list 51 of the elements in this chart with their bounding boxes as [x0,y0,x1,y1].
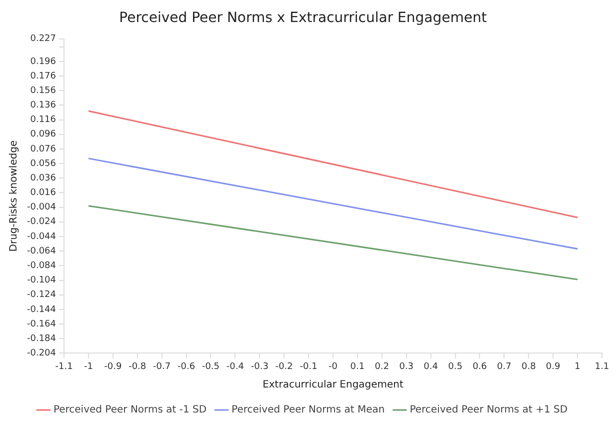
y-tick-label: 0.096 [30,130,56,140]
x-tick-label: -0.4 [226,362,244,372]
y-tick-label: -0.024 [26,217,56,228]
y-tick-label: 0.116 [30,115,56,126]
y-tick-label: 0.016 [30,188,56,198]
y-tick-label: -0.044 [26,232,56,242]
x-tick-label: -0.5 [202,362,220,372]
y-tick-label: 0.196 [30,56,56,67]
y-tick-label: 0.076 [30,144,56,154]
x-tick-label: 0.1 [350,362,365,372]
x-tick-label: 0.3 [399,362,414,372]
legend-label: Perceived Peer Norms at Mean [232,404,385,416]
x-tick-label: 0.2 [374,362,390,372]
legend-label: Perceived Peer Norms at -1 SD [53,404,207,416]
x-tick-label: 0.6 [472,362,488,372]
y-axis-title: Drug-Risks knowledge [8,140,20,252]
y-tick-label: 0.176 [30,71,56,82]
x-tick-label: 0.7 [497,362,512,372]
y-tick-label: 0.136 [30,100,56,111]
y-tick-label: -0.084 [26,261,56,272]
x-tick-label: -1.1 [55,362,73,372]
x-tick-label: 0.8 [521,362,536,372]
y-tick-label: -0.004 [26,202,56,213]
y-tick-label: 0.227 [30,34,56,44]
y-tick-label: -0.124 [26,290,56,300]
x-tick-label: -0.2 [275,362,293,372]
chart-title: Perceived Peer Norms x Extracurricular Engagement [119,10,488,26]
y-tick-label: 0.156 [30,86,56,96]
x-tick-label: -0.3 [250,362,268,372]
x-tick-label: 0.5 [448,362,462,372]
x-tick-label: -0.8 [128,362,146,372]
x-tick-label: -0.6 [178,362,196,372]
y-tick-label: -0.104 [26,276,56,286]
y-tick-label: -0.144 [26,304,56,315]
y-tick-label: -0.204 [26,348,56,359]
x-tick-label: 1 [574,362,580,372]
y-tick-label: -0.064 [26,246,56,256]
y-tick-label: 0.056 [30,158,56,169]
x-tick-label: 0.4 [424,362,438,372]
y-tick-label: -0.184 [26,334,56,344]
x-tick-label: 1.1 [594,362,610,372]
y-tick-label: 0.036 [30,173,56,184]
x-tick-label: 0.9 [546,362,561,372]
x-axis-title: Extracurricular Engagement [262,380,404,391]
x-tick-label: -0.9 [104,362,122,372]
x-tick-label: -1 [84,362,93,372]
x-tick-label: -0.1 [300,362,318,372]
x-tick-label: -0 [328,362,338,372]
x-tick-label: -0.7 [153,362,171,372]
legend-label: Perceived Peer Norms at +1 SD [410,404,568,416]
y-tick-label: -0.164 [26,319,56,330]
